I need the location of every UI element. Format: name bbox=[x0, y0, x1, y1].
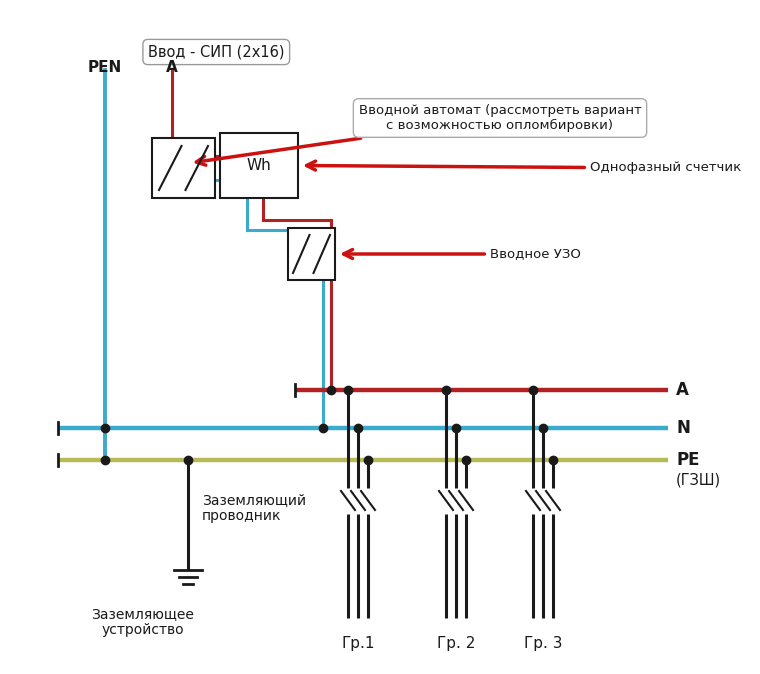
Text: Wh: Wh bbox=[247, 158, 271, 173]
Bar bbox=[152, 138, 215, 198]
Bar bbox=[220, 133, 298, 198]
Text: Гр. 2: Гр. 2 bbox=[437, 636, 475, 651]
Text: А: А bbox=[676, 381, 689, 399]
Text: Гр.1: Гр.1 bbox=[341, 636, 375, 651]
Text: Ввод - СИП (2х16): Ввод - СИП (2х16) bbox=[148, 44, 284, 59]
Text: PEN: PEN bbox=[88, 60, 122, 75]
Text: Заземляющий
проводник: Заземляющий проводник bbox=[202, 493, 306, 523]
Text: Заземляющее
устройство: Заземляющее устройство bbox=[91, 607, 195, 637]
Text: А: А bbox=[166, 60, 178, 75]
Text: Вводное УЗО: Вводное УЗО bbox=[344, 247, 581, 260]
Text: Однофазный счетчик: Однофазный счетчик bbox=[306, 161, 741, 175]
Text: PE: PE bbox=[676, 451, 699, 469]
Text: N: N bbox=[676, 419, 690, 437]
Text: Вводной автомат (рассмотреть вариант
с возможностью опломбировки): Вводной автомат (рассмотреть вариант с в… bbox=[196, 104, 641, 165]
Text: Гр. 3: Гр. 3 bbox=[524, 636, 562, 651]
Text: (ГЗШ): (ГЗШ) bbox=[676, 472, 721, 487]
Bar bbox=[288, 228, 335, 280]
